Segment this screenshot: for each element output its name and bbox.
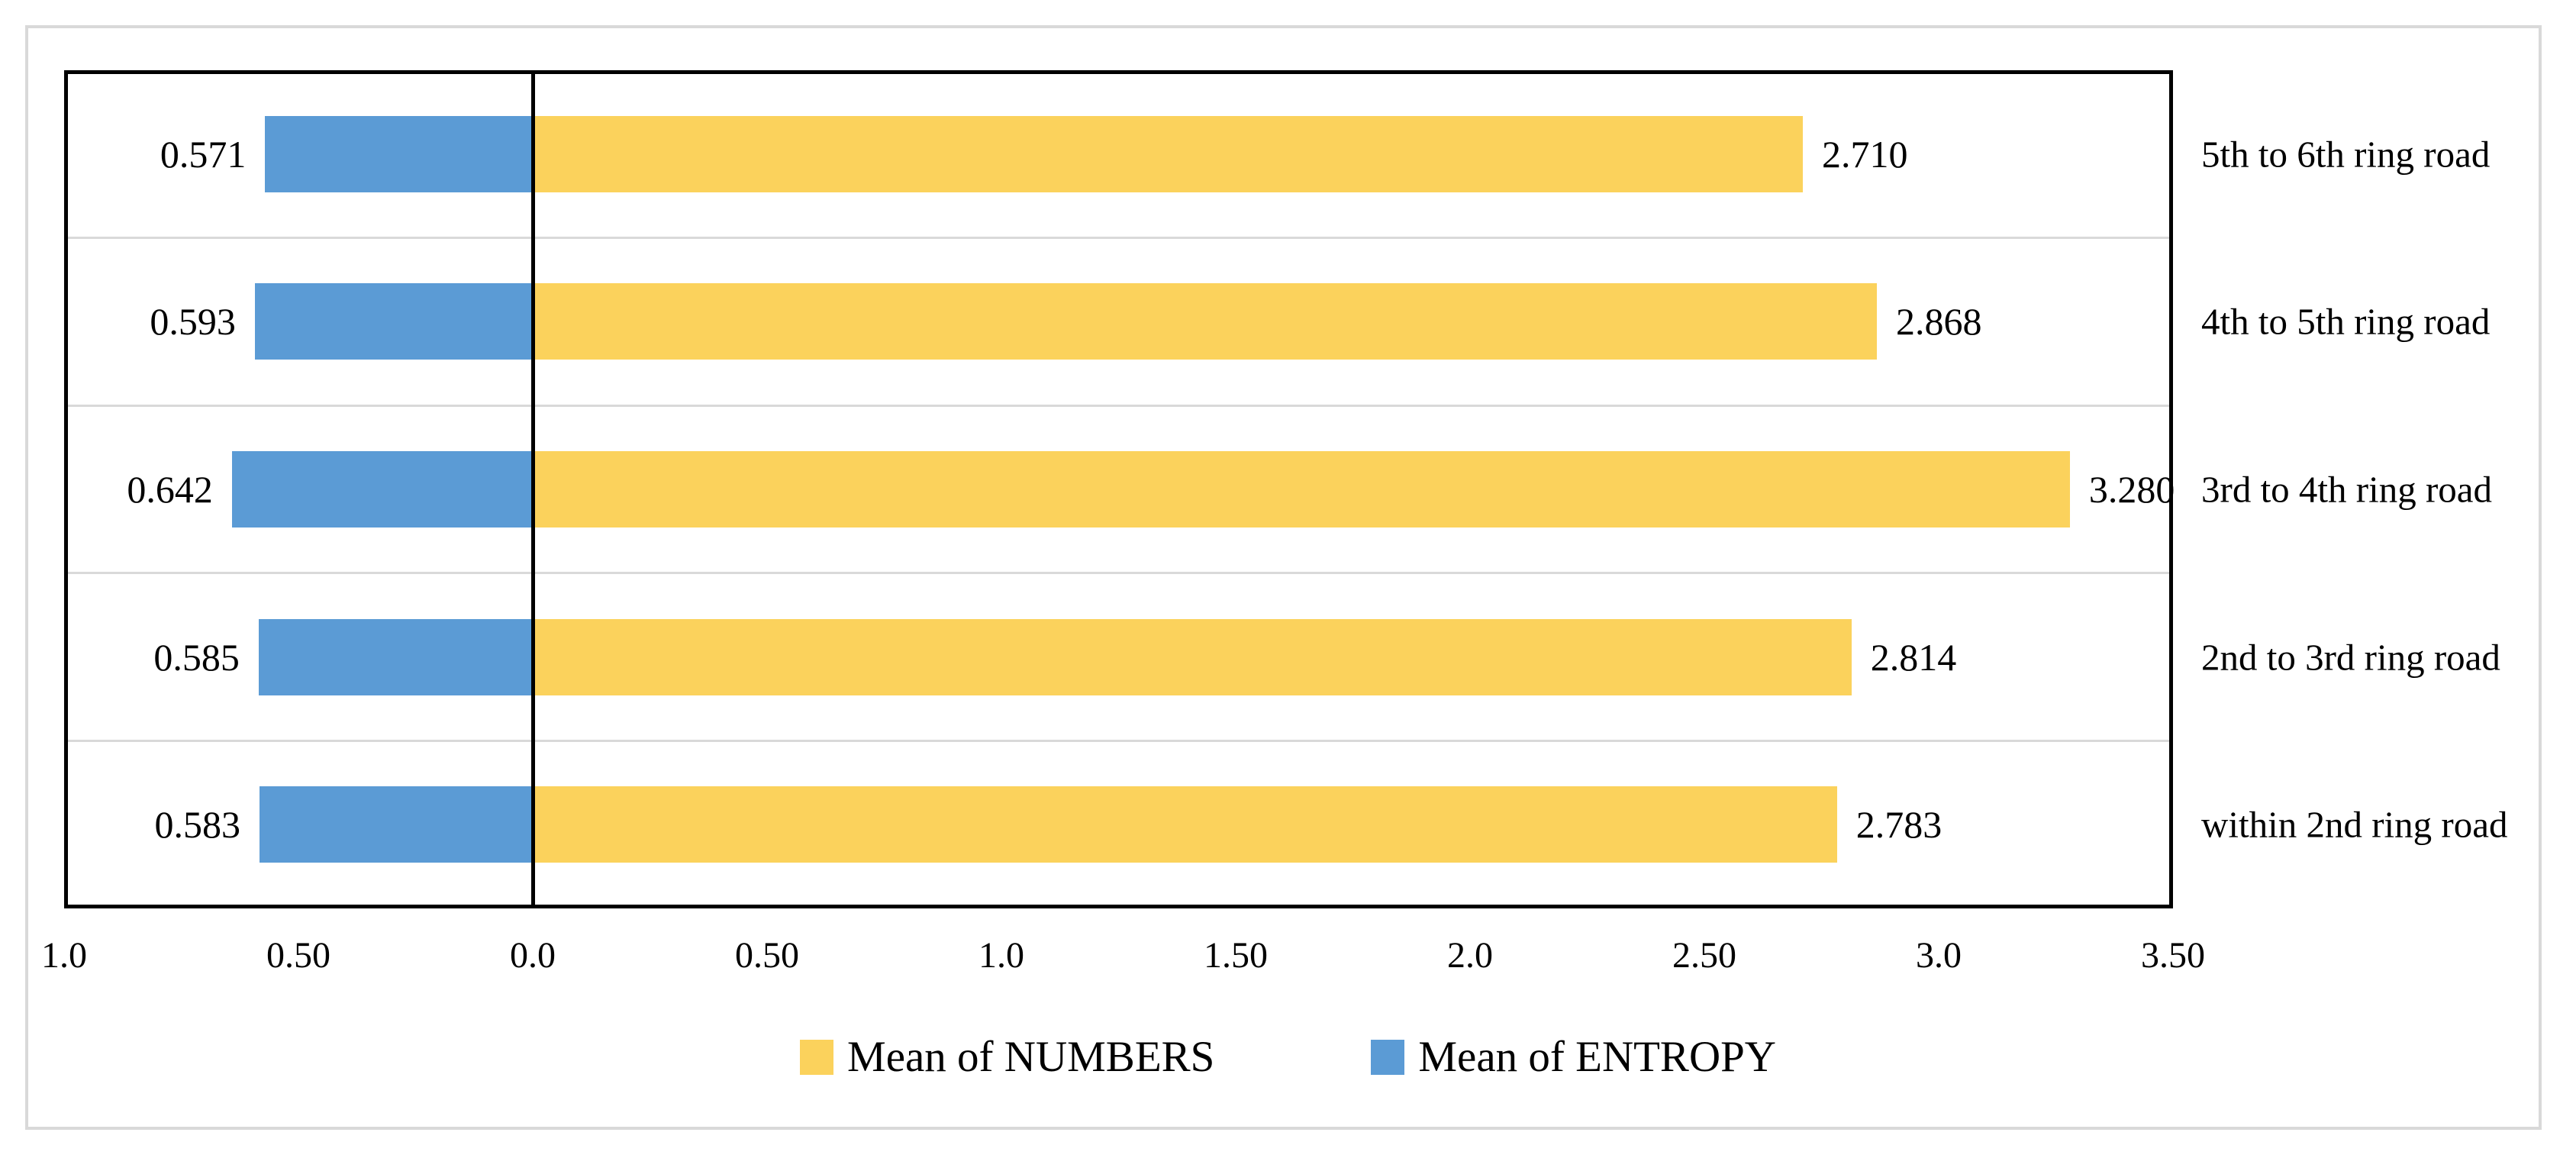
legend: Mean of NUMBERS Mean of ENTROPY (0, 1032, 2576, 1082)
entropy-value-label: 0.571 (160, 132, 247, 176)
x-tick-label: 1.0 (978, 935, 1024, 976)
numbers-value-label: 2.814 (1870, 635, 1957, 679)
x-tick-label: 0.0 (510, 935, 556, 976)
category-row: 0.642 3.280 (64, 405, 2175, 573)
entropy-bar (254, 283, 533, 360)
x-tick-label: 2.0 (1447, 935, 1493, 976)
legend-swatch-numbers-icon (800, 1039, 834, 1075)
category-row: 0.585 2.814 (64, 573, 2173, 741)
entropy-value-label: 0.585 (153, 635, 240, 679)
x-tick-label: 0.50 (266, 935, 330, 976)
category-label: 3rd to 4th ring road (2201, 468, 2493, 511)
numbers-value-label: 2.868 (1895, 300, 1982, 344)
row-gridline (64, 237, 2173, 240)
entropy-bar (265, 115, 533, 192)
numbers-bar (533, 450, 2070, 527)
numbers-value-label: 2.710 (1821, 132, 1908, 176)
entropy-value-label: 0.642 (127, 467, 213, 511)
category-label: 4th to 5th ring road (2201, 300, 2491, 343)
zero-axis-line (530, 70, 535, 908)
x-tick-label: 1.0 (41, 935, 87, 976)
numbers-bar (533, 618, 1852, 695)
row-gridline (64, 739, 2173, 742)
x-tick-label: 3.0 (1916, 935, 1962, 976)
entropy-value-label: 0.593 (150, 300, 236, 344)
numbers-value-label: 2.783 (1855, 803, 1942, 847)
category-label: 5th to 6th ring road (2201, 133, 2491, 176)
legend-item-entropy: Mean of ENTROPY (1371, 1032, 1776, 1082)
row-gridline (64, 404, 2173, 407)
numbers-bar (533, 115, 1803, 192)
legend-item-numbers: Mean of NUMBERS (800, 1032, 1214, 1082)
entropy-bar (260, 786, 533, 863)
legend-label-numbers: Mean of NUMBERS (847, 1033, 1215, 1081)
category-row: 0.593 2.868 (64, 238, 2173, 406)
category-label: within 2nd ring road (2201, 803, 2508, 846)
category-label: 2nd to 3rd ring road (2201, 636, 2500, 679)
entropy-value-label: 0.583 (154, 803, 241, 847)
numbers-bar (533, 283, 1877, 360)
chart-frame (25, 25, 2542, 1130)
numbers-value-label: 3.280 (2088, 467, 2175, 511)
category-row: 0.571 2.710 (64, 70, 2173, 238)
x-tick-label: 2.50 (1672, 935, 1736, 976)
x-tick-label: 0.50 (735, 935, 799, 976)
x-tick-label: 1.50 (1204, 935, 1268, 976)
x-tick-label: 3.50 (2141, 935, 2205, 976)
entropy-bar (258, 618, 533, 695)
category-row: 0.583 2.783 (64, 740, 2173, 908)
numbers-bar (533, 786, 1837, 863)
legend-swatch-entropy-icon (1371, 1039, 1405, 1075)
entropy-bar (231, 450, 533, 527)
legend-label-entropy: Mean of ENTROPY (1418, 1033, 1776, 1081)
plot-area: 0.571 2.710 0.593 2.868 0.642 3.280 0.585 2.814… (64, 70, 2175, 908)
row-gridline (64, 572, 2173, 575)
